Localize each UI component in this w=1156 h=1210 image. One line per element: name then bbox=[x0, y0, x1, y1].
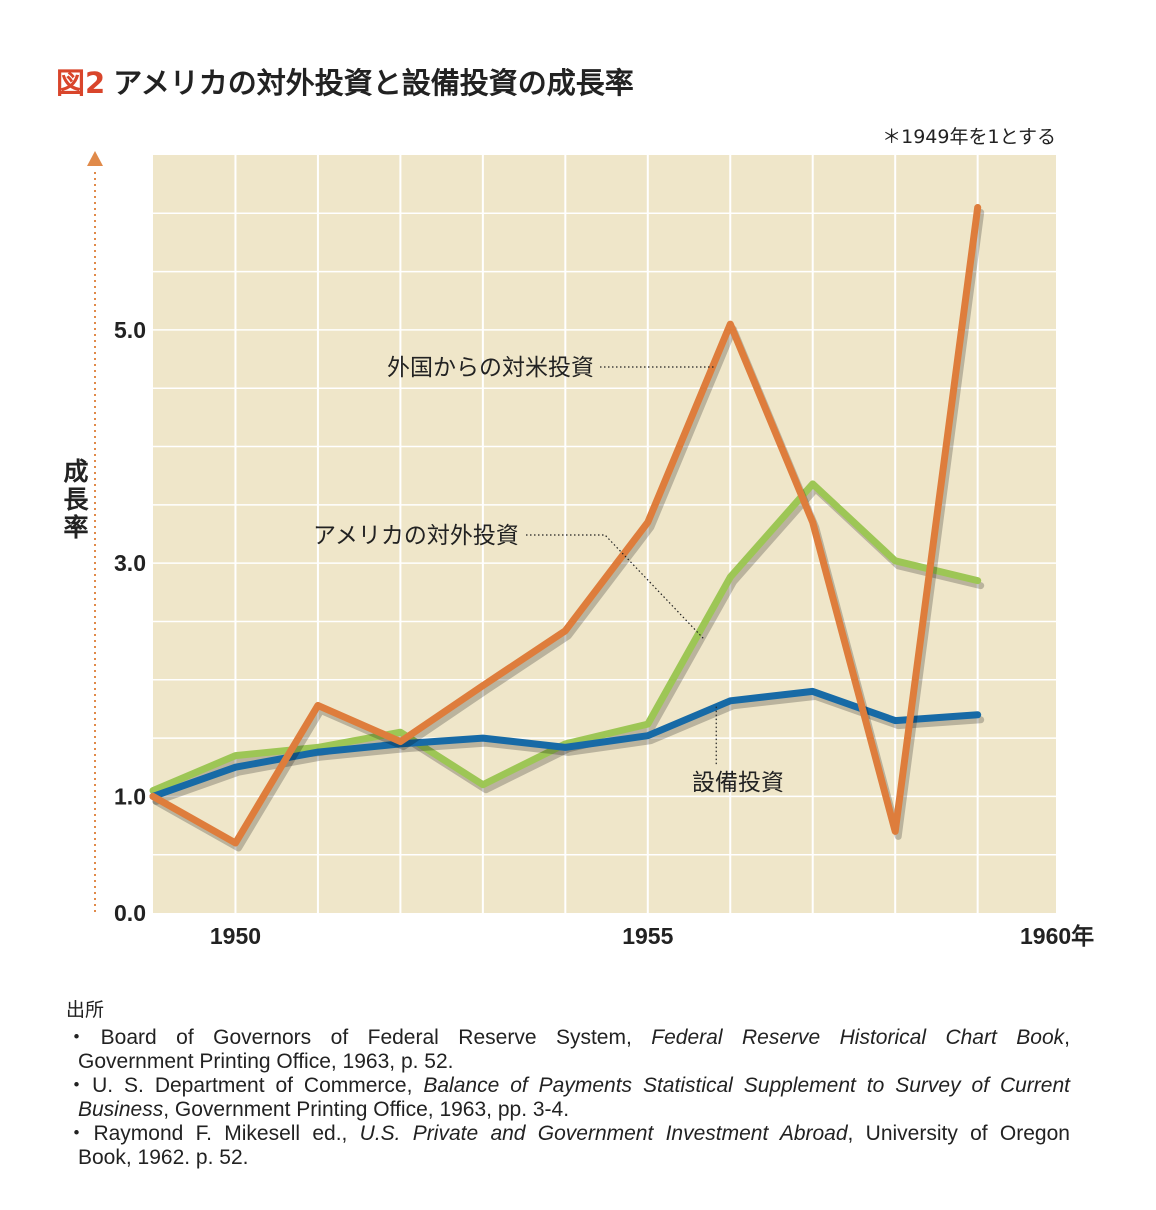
y-axis-arrow-icon bbox=[87, 151, 103, 166]
figure-label: 図2 bbox=[56, 66, 106, 100]
series-annotation: 外国からの対米投資 bbox=[387, 355, 594, 381]
series-annotation: アメリカの対外投資 bbox=[313, 523, 519, 549]
series-shadow bbox=[152, 692, 985, 805]
y-axis-title: 成長率 bbox=[63, 457, 89, 542]
source-item: ・U. S. Department of Commerce, Balance o… bbox=[66, 1074, 1070, 1121]
baseline-note: ＊1949年を1とする bbox=[882, 126, 1056, 148]
series-line bbox=[149, 204, 982, 847]
y-axis-title-char: 長 bbox=[63, 485, 89, 514]
sources-section: 出所 ・Board of Governors of Federal Reserv… bbox=[66, 998, 1070, 1170]
series-annotation: 設備投資 bbox=[692, 770, 784, 796]
y-axis-title-char: 率 bbox=[63, 513, 88, 542]
y-axis-title-char: 成 bbox=[63, 457, 88, 486]
x-tick-label: 1950 bbox=[210, 923, 261, 949]
x-tick-label: 1960年 bbox=[1020, 923, 1094, 949]
x-tick-label: 1955 bbox=[622, 923, 673, 949]
y-tick-label: 1.0 bbox=[114, 783, 146, 809]
line-chart: 成長率 0.0 1.0 3.0 5.0 1950 1955 1960年 外国からの対米投資アメリ… bbox=[63, 151, 1094, 949]
y-tick-label: 0.0 bbox=[114, 900, 146, 926]
source-item: ・Board of Governors of Federal Reserve S… bbox=[66, 1026, 1070, 1073]
title-text: アメリカの対外投資と設備投資の成長率 bbox=[113, 66, 634, 100]
y-tick-label: 3.0 bbox=[114, 550, 146, 576]
plot-background bbox=[153, 155, 1056, 913]
y-tick-label: 5.0 bbox=[114, 317, 146, 343]
source-item: ・Raymond F. Mikesell ed., U.S. Private a… bbox=[66, 1122, 1070, 1169]
sources-heading: 出所 bbox=[66, 999, 105, 1021]
chart-title: 図2 アメリカの対外投資と設備投資の成長率 bbox=[56, 60, 634, 102]
